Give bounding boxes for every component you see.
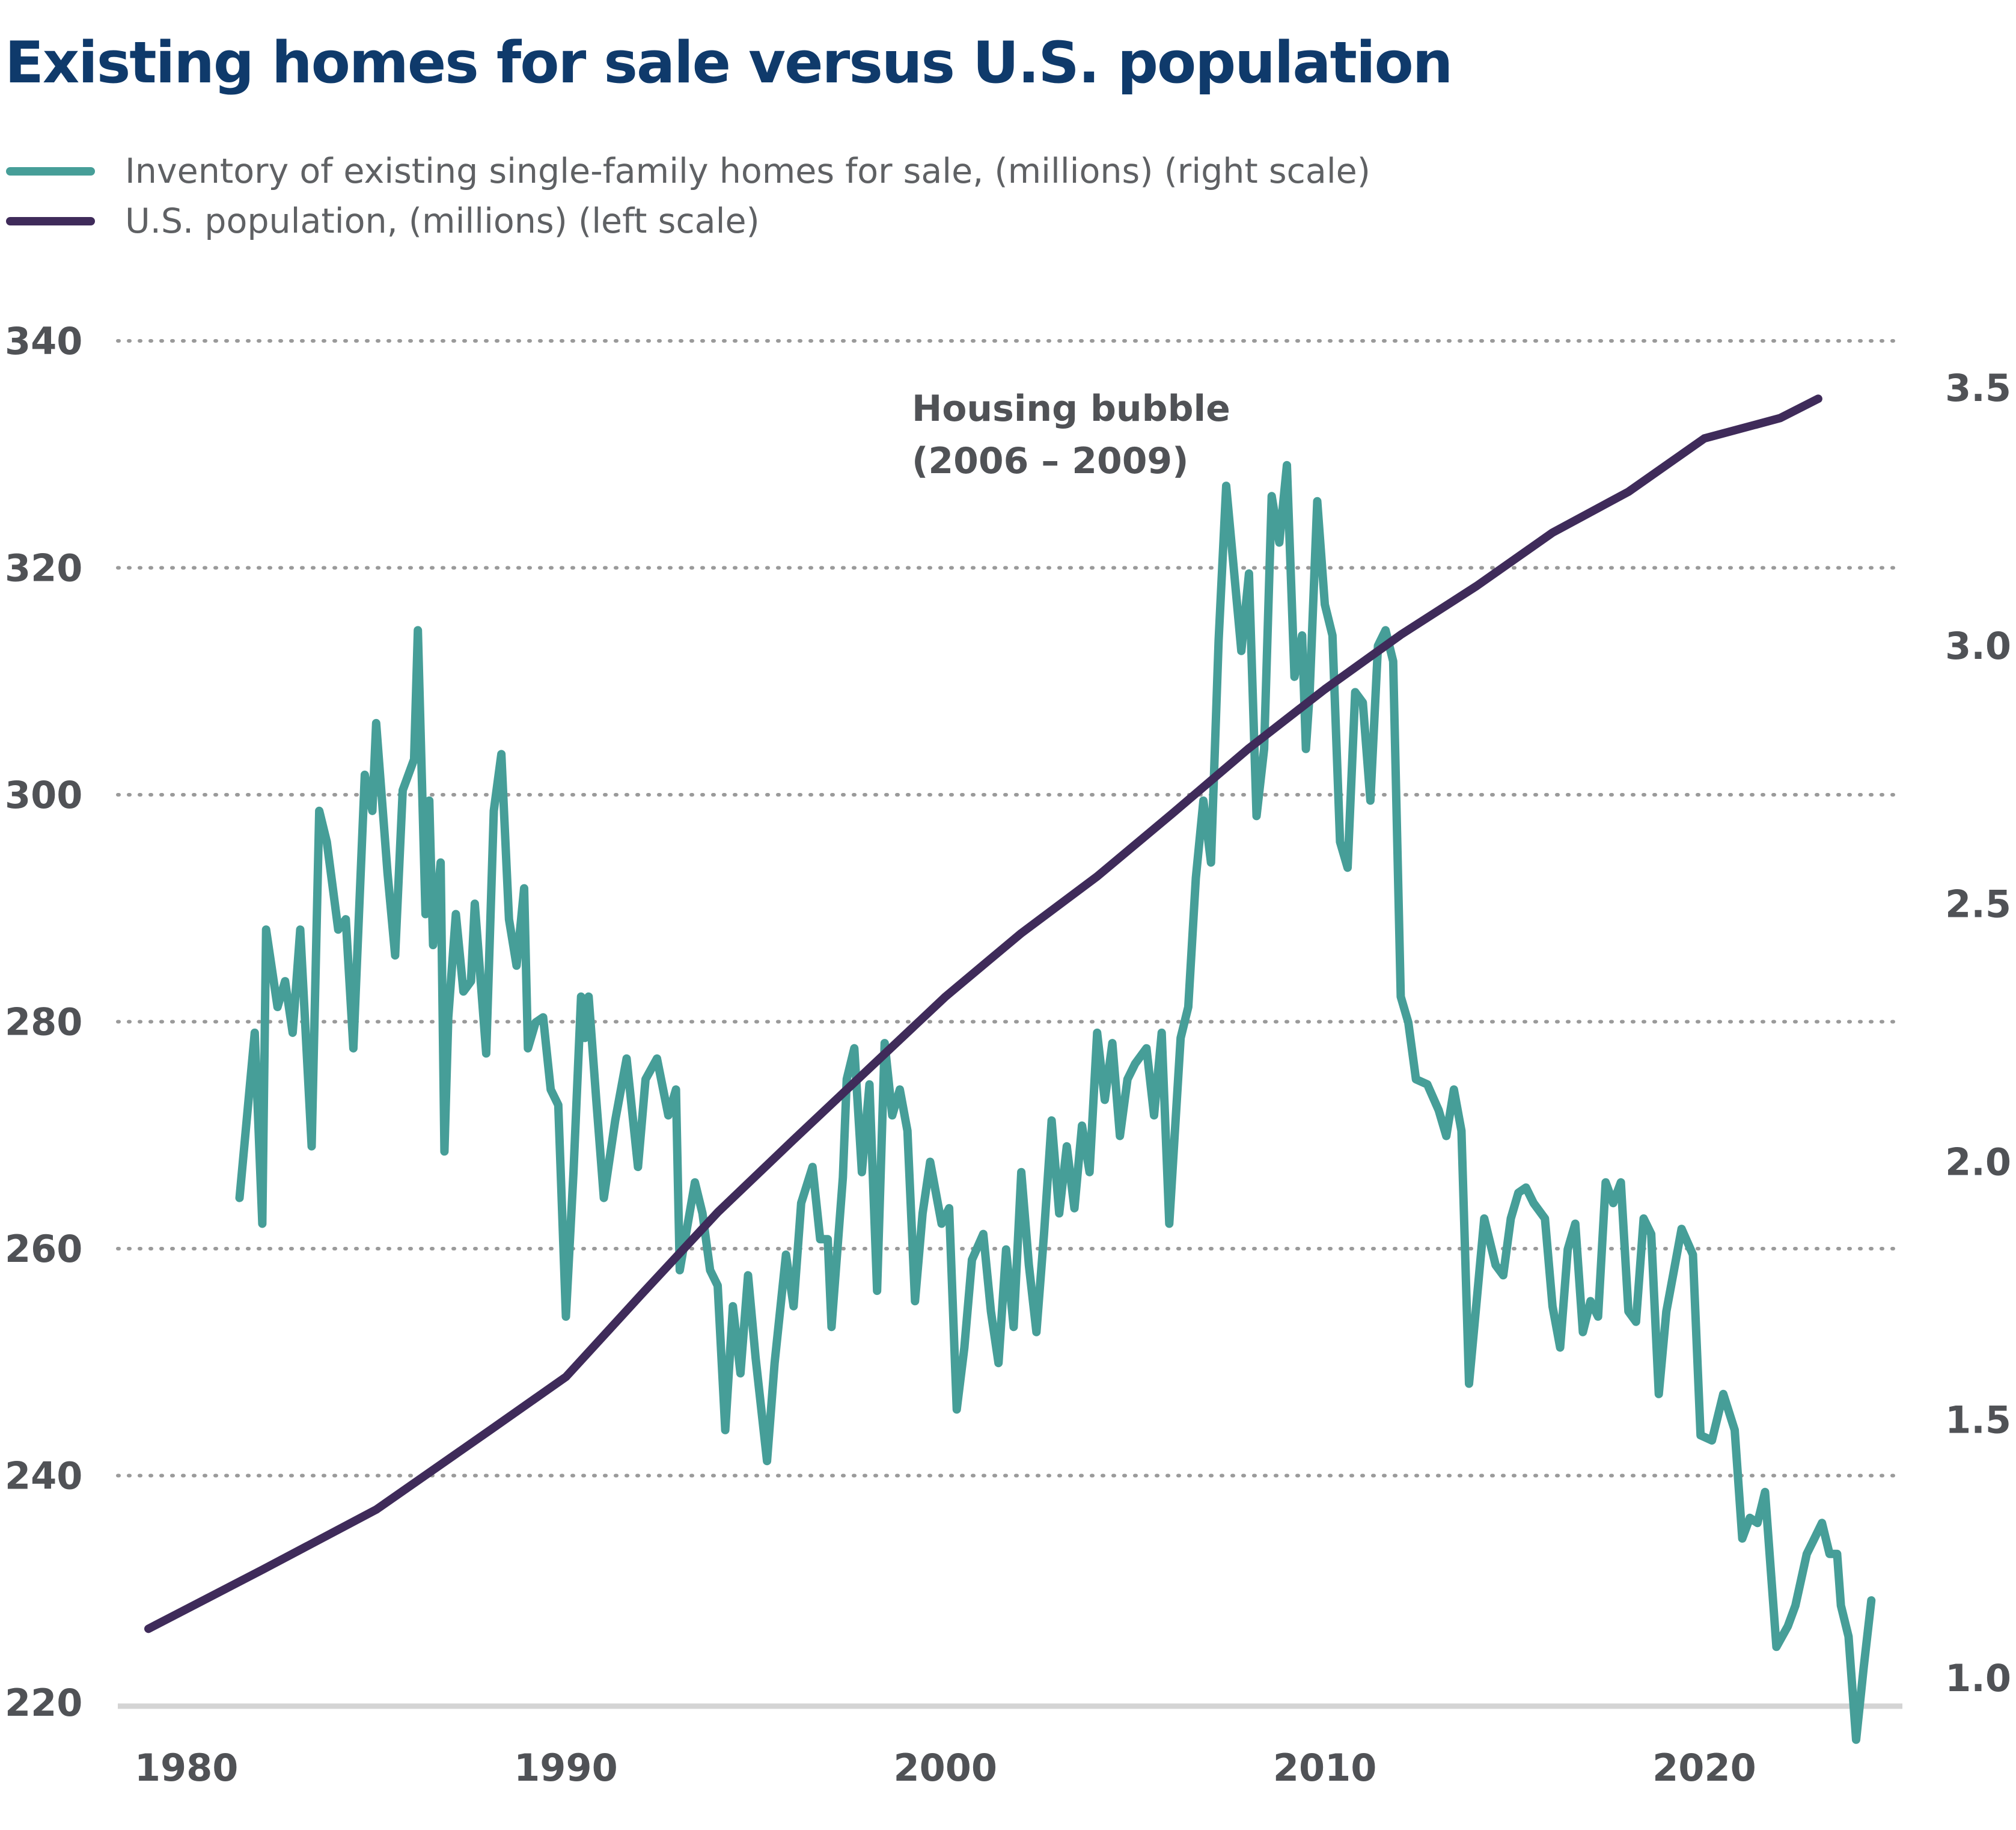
y-right-tick-label: 2.5 bbox=[1945, 882, 2011, 926]
y-right-tick-label: 1.5 bbox=[1945, 1398, 2011, 1442]
y-right-tick-label: 1.0 bbox=[1945, 1656, 2011, 1700]
series bbox=[144, 394, 1876, 1744]
x-tick-label: 2000 bbox=[894, 1746, 998, 1790]
annotation: Housing bubble (2006 – 2009) bbox=[912, 388, 1230, 482]
annotation-housing-bubble-line1: Housing bubble bbox=[912, 388, 1230, 430]
legend-swatch-population bbox=[6, 217, 95, 225]
annotation-housing-bubble-line2: (2006 – 2009) bbox=[912, 440, 1189, 482]
chart-title: Existing homes for sale versus U.S. popu… bbox=[5, 30, 1453, 96]
y-right-tick-label: 3.5 bbox=[1945, 366, 2011, 410]
series-line-population bbox=[144, 394, 1822, 1633]
y-right-tick-label: 2.0 bbox=[1945, 1140, 2011, 1184]
x-tick-label: 1980 bbox=[135, 1746, 239, 1790]
x-tick-label: 1990 bbox=[514, 1746, 618, 1790]
y-left-tick-label: 300 bbox=[5, 773, 82, 817]
legend-label-inventory: Inventory of existing single-family home… bbox=[125, 151, 1370, 191]
y-right-tick-label: 3.0 bbox=[1945, 624, 2011, 668]
y-left-tick-label: 240 bbox=[5, 1454, 82, 1498]
y-left-tick-label: 340 bbox=[5, 319, 82, 363]
x-tick-label: 2010 bbox=[1273, 1746, 1377, 1790]
series-line-inventory bbox=[235, 461, 1876, 1744]
y-left-tick-label: 220 bbox=[5, 1681, 82, 1725]
legend-label-population: U.S. population, (millions) (left scale) bbox=[125, 201, 760, 241]
axes: 340 320 300 280 260 240 220 3.5 3.0 2.5 2.0 1.5 1.0 1… bbox=[5, 319, 2011, 1790]
x-tick-label: 2020 bbox=[1652, 1746, 1756, 1790]
y-left-tick-label: 260 bbox=[5, 1227, 82, 1271]
y-left-tick-label: 320 bbox=[5, 546, 82, 590]
legend-swatch-inventory bbox=[6, 167, 95, 176]
y-left-tick-label: 280 bbox=[5, 1000, 82, 1044]
